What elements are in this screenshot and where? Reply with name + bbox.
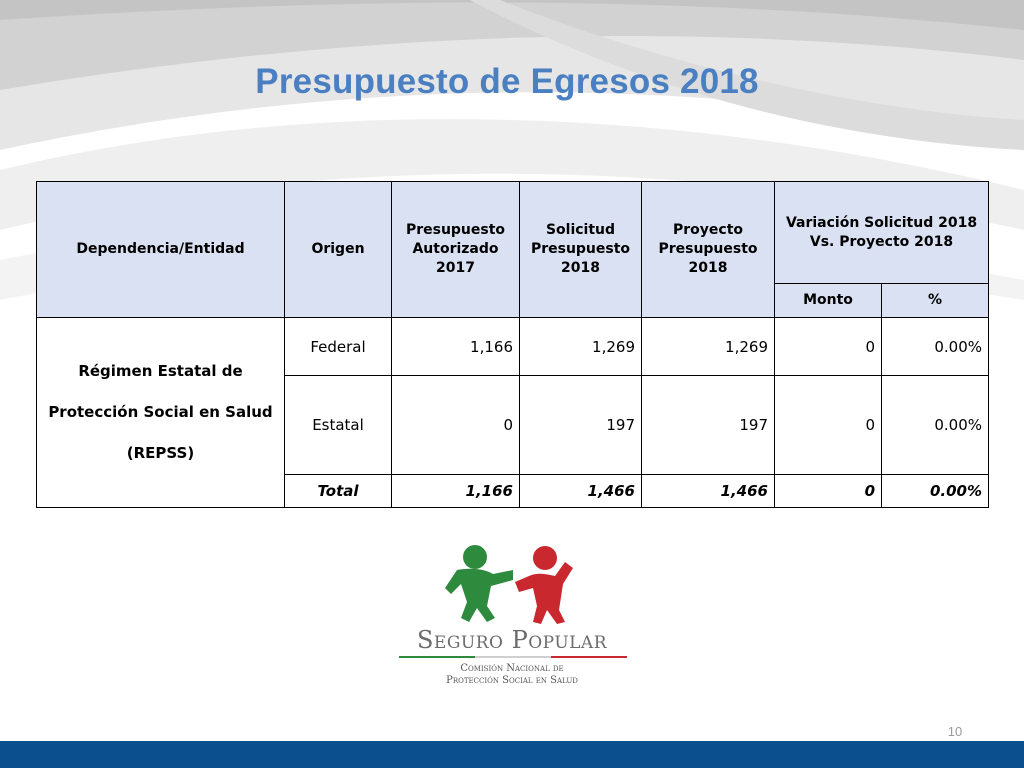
logo-subtitle-1: Comisión Nacional de bbox=[460, 663, 563, 674]
cell-monto: 0 bbox=[774, 375, 882, 475]
cell-autorizado: 1,166 bbox=[391, 317, 520, 376]
cell-proyecto: 1,466 bbox=[641, 474, 775, 508]
table-row-total: Total 1,166 1,466 1,466 0 0.00% bbox=[37, 474, 990, 508]
header-monto: Monto bbox=[774, 283, 882, 318]
header-proyecto: Proyecto Presupuesto 2018 bbox=[641, 181, 775, 318]
table-row: Estatal 0 197 197 0 0.00% bbox=[37, 375, 990, 475]
header-autorizado: Presupuesto Autorizado 2017 bbox=[391, 181, 520, 318]
cell-origen: Federal bbox=[284, 317, 392, 376]
slide-title: Presupuesto de Egresos 2018 bbox=[255, 62, 759, 101]
cell-autorizado: 1,166 bbox=[391, 474, 520, 508]
table-row: Régimen Estatal de Protección Social en … bbox=[36, 317, 990, 508]
cell-pct: 0.00% bbox=[880, 317, 990, 376]
header-origen: Origen bbox=[284, 181, 392, 318]
budget-table: Dependencia/Entidad Origen Presupuesto A… bbox=[36, 181, 990, 508]
green-figure-icon bbox=[445, 545, 513, 622]
cell-pct: 0.00% bbox=[880, 474, 990, 508]
cell-origen: Total bbox=[284, 474, 392, 508]
logo-subtitle-2: Protección Social en Salud bbox=[446, 675, 578, 686]
page-number: 10 bbox=[947, 724, 963, 739]
header-variacion: Variación Solicitud 2018 Vs. Proyecto 20… bbox=[773, 181, 990, 284]
cell-proyecto: 197 bbox=[641, 375, 775, 475]
cell-autorizado: 0 bbox=[391, 375, 520, 475]
cell-monto: 0 bbox=[774, 474, 882, 508]
cell-monto: 0 bbox=[774, 317, 882, 376]
header-dependencia: Dependencia/Entidad bbox=[36, 181, 285, 318]
cell-proyecto: 1,269 bbox=[641, 317, 775, 376]
cell-solicitud: 1,466 bbox=[519, 474, 642, 508]
cell-pct: 0.00% bbox=[880, 375, 990, 475]
logo-name: Seguro Popular bbox=[417, 626, 608, 654]
cell-solicitud: 1,269 bbox=[519, 317, 642, 376]
entity-name: Régimen Estatal de Protección Social en … bbox=[36, 317, 285, 508]
footer-bar bbox=[0, 741, 1024, 768]
seguro-popular-logo: Seguro Popular Comisión Nacional de Prot… bbox=[395, 540, 630, 690]
header-pct: % bbox=[880, 283, 990, 318]
cell-solicitud: 197 bbox=[519, 375, 642, 475]
red-figure-icon bbox=[515, 546, 573, 624]
cell-origen: Estatal bbox=[284, 375, 392, 475]
header-solicitud: Solicitud Presupuesto 2018 bbox=[519, 181, 642, 318]
